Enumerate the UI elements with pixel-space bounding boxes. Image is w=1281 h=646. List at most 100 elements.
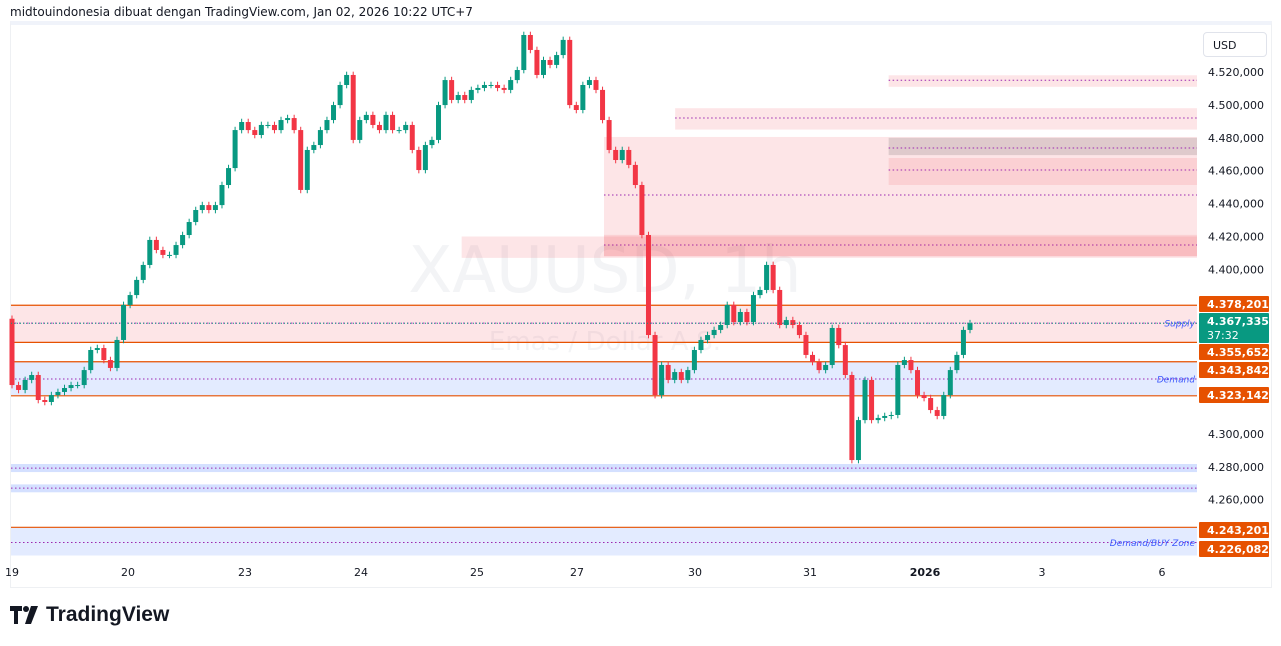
candle-body — [449, 80, 455, 100]
candle-body — [147, 239, 153, 265]
candle-body — [121, 304, 127, 340]
candle-body — [16, 385, 22, 390]
y-tick-label: 4.460,000 — [1208, 165, 1264, 178]
candle-body — [298, 130, 304, 190]
candle — [888, 411, 894, 420]
candle — [252, 126, 258, 139]
candle-body — [731, 304, 737, 323]
price-label: 4.226,082 — [1199, 541, 1269, 557]
candle — [193, 206, 199, 226]
candle-body — [823, 364, 829, 371]
tradingview-logo[interactable]: TradingView — [10, 603, 169, 627]
candle — [42, 396, 48, 406]
price-label: 4.378,201 — [1199, 296, 1269, 312]
candle — [613, 146, 619, 164]
candle-body — [68, 385, 74, 389]
candle-body — [606, 120, 612, 150]
candle-body — [258, 124, 264, 136]
candle — [449, 76, 455, 104]
price-label-bg — [1199, 522, 1269, 538]
price-label: 4.355,652 — [1199, 344, 1269, 360]
candle — [488, 81, 494, 89]
candle — [967, 319, 973, 334]
candle — [501, 84, 507, 94]
candle-body — [140, 264, 146, 280]
candle-body — [429, 139, 435, 146]
candle-body — [849, 375, 855, 461]
candle-body — [88, 350, 94, 371]
candle — [796, 321, 802, 339]
y-tick-label: 4.440,000 — [1208, 198, 1264, 211]
candle — [75, 381, 81, 389]
candle-body — [278, 120, 284, 131]
candle-body — [127, 295, 133, 305]
candle — [757, 286, 763, 299]
candle-body — [875, 417, 881, 421]
candle — [186, 218, 192, 239]
candle-body — [626, 149, 632, 165]
candle-body — [586, 80, 592, 85]
candle — [285, 114, 291, 124]
price-label-text: 4.243,201 — [1207, 524, 1269, 537]
candle-body — [390, 114, 396, 131]
currency-button[interactable]: USD — [1203, 32, 1267, 57]
candle-body — [803, 335, 809, 355]
x-tick-label: 23 — [238, 566, 252, 579]
candle — [639, 181, 645, 239]
candle — [921, 391, 927, 402]
candle — [317, 126, 323, 149]
candle — [514, 66, 520, 84]
candle — [422, 141, 428, 174]
candle — [810, 351, 816, 366]
candle-body — [363, 114, 369, 121]
candle — [875, 414, 881, 424]
candle — [475, 84, 481, 94]
candle — [855, 416, 861, 464]
tradingview-logo-icon — [10, 606, 38, 624]
candle-body — [396, 130, 402, 132]
candle — [645, 231, 651, 339]
candle-body — [324, 120, 330, 131]
candle — [849, 371, 855, 464]
candle-body — [967, 323, 973, 330]
candle — [337, 81, 343, 109]
zone-label: Supply — [1164, 320, 1195, 330]
candle-body — [22, 379, 28, 390]
candle — [390, 111, 396, 134]
candle — [580, 81, 586, 114]
candle — [35, 371, 41, 404]
candle — [265, 121, 271, 129]
candle — [928, 394, 934, 414]
candle — [573, 101, 579, 114]
candle — [711, 326, 717, 339]
candle — [468, 86, 474, 104]
candle — [166, 251, 172, 259]
candle-body — [934, 410, 940, 416]
price-label: 4.343,842 — [1199, 362, 1269, 378]
candle-body — [75, 385, 81, 387]
candle — [442, 76, 448, 109]
candle — [127, 291, 133, 309]
candle-body — [810, 354, 816, 363]
x-tick-label: 30 — [688, 566, 702, 579]
candle — [829, 324, 835, 369]
candle — [567, 36, 573, 109]
candle-body — [540, 59, 546, 75]
candle — [239, 118, 245, 134]
candle-body — [921, 395, 927, 399]
zone-supply — [888, 75, 1197, 87]
candle-body — [593, 80, 599, 90]
candle — [724, 301, 730, 329]
candle — [560, 36, 566, 59]
zone-supply — [461, 236, 1197, 258]
candle — [278, 116, 284, 134]
candle-body — [212, 205, 218, 211]
candle — [363, 111, 369, 124]
candle — [147, 236, 153, 269]
candle — [665, 361, 671, 384]
x-tick-label: 19 — [5, 566, 19, 579]
candle-body — [508, 80, 514, 90]
candle — [632, 161, 638, 189]
